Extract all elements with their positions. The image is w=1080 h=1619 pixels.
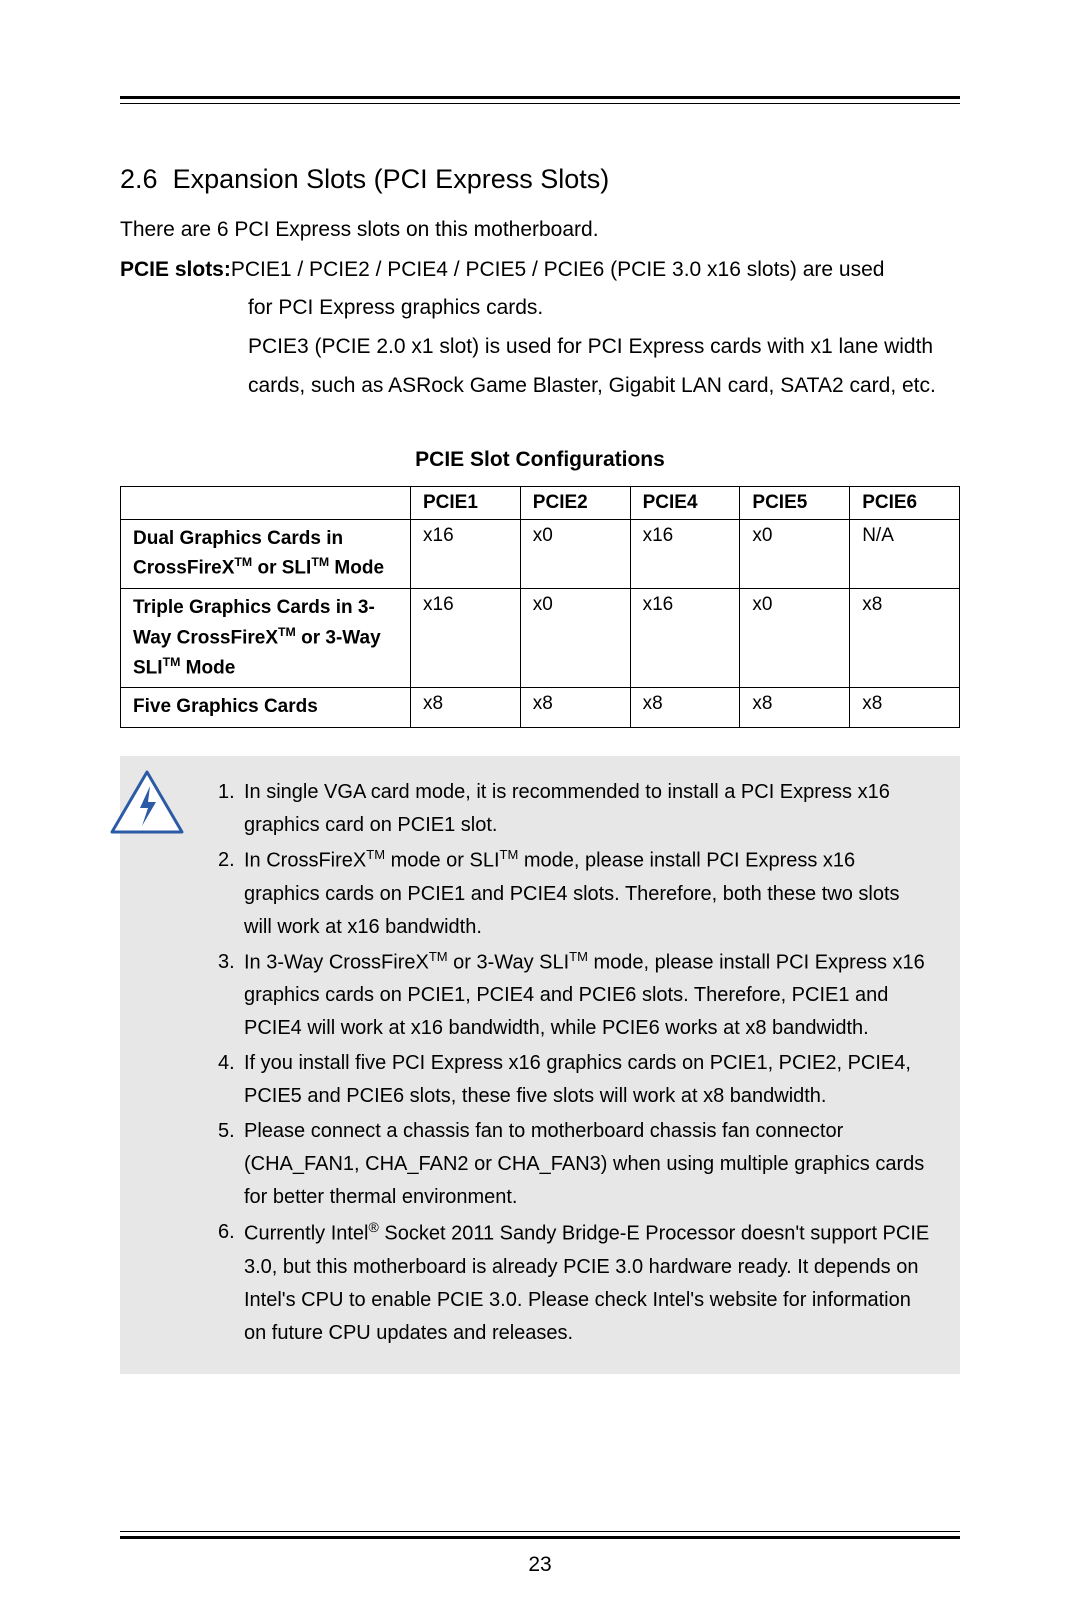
table-cell: x0 <box>520 519 630 588</box>
pcie-slots-paragraph: PCIE slots:PCIE1 / PCIE2 / PCIE4 / PCIE5… <box>120 251 960 290</box>
table-cell: x16 <box>630 519 740 588</box>
section-heading: 2.6 Expansion Slots (PCI Express Slots) <box>120 164 960 195</box>
table-cell: x8 <box>740 688 850 728</box>
bottom-rule <box>120 1531 960 1539</box>
table-header-row: PCIE1 PCIE2 PCIE4 PCIE5 PCIE6 <box>121 486 960 519</box>
table-cell: x0 <box>520 589 630 688</box>
intro-text: There are 6 PCI Express slots on this mo… <box>120 213 960 247</box>
list-item: 6.Currently Intel® Socket 2011 Sandy Bri… <box>218 1216 932 1350</box>
note-text: Currently Intel® Socket 2011 Sandy Bridg… <box>244 1216 932 1350</box>
top-rule <box>120 96 960 104</box>
table-cell: x16 <box>630 589 740 688</box>
row-label: Dual Graphics Cards in CrossFireXTM or S… <box>121 519 411 588</box>
table-cell: x8 <box>850 688 960 728</box>
col-pcie5: PCIE5 <box>740 486 850 519</box>
pcie-line3: PCIE3 (PCIE 2.0 x1 slot) is used for PCI… <box>248 328 960 406</box>
page-number: 23 <box>0 1553 1080 1577</box>
table-cell: x0 <box>740 519 850 588</box>
table-row: Five Graphics Cardsx8x8x8x8x8 <box>121 688 960 728</box>
note-number: 4. <box>218 1047 244 1113</box>
note-text: Please connect a chassis fan to motherbo… <box>244 1115 932 1214</box>
note-text: In single VGA card mode, it is recommend… <box>244 776 932 842</box>
section-number: 2.6 <box>120 164 158 194</box>
list-item: 3.In 3-Way CrossFireXTM or 3-Way SLITM m… <box>218 946 932 1046</box>
list-item: 1.In single VGA card mode, it is recomme… <box>218 776 932 842</box>
pcie-config-table: PCIE1 PCIE2 PCIE4 PCIE5 PCIE6 Dual Graph… <box>120 486 960 728</box>
note-text: In 3-Way CrossFireXTM or 3-Way SLITM mod… <box>244 946 932 1046</box>
table-cell: x16 <box>411 589 521 688</box>
table-cell: x8 <box>411 688 521 728</box>
table-title: PCIE Slot Configurations <box>120 448 960 472</box>
note-number: 3. <box>218 946 244 1046</box>
pcie-line2: for PCI Express graphics cards. <box>248 289 960 328</box>
note-number: 1. <box>218 776 244 842</box>
list-item: 4.If you install five PCI Express x16 gr… <box>218 1047 932 1113</box>
note-text: If you install five PCI Express x16 grap… <box>244 1047 932 1113</box>
pcie-line1: PCIE1 / PCIE2 / PCIE4 / PCIE5 / PCIE6 (P… <box>231 258 885 281</box>
row-label: Five Graphics Cards <box>121 688 411 728</box>
notes-list: 1.In single VGA card mode, it is recomme… <box>218 776 932 1352</box>
note-text: In CrossFireXTM mode or SLITM mode, plea… <box>244 844 932 944</box>
table-cell: x8 <box>850 589 960 688</box>
table-body: Dual Graphics Cards in CrossFireXTM or S… <box>121 519 960 727</box>
list-item: 2.In CrossFireXTM mode or SLITM mode, pl… <box>218 844 932 944</box>
note-number: 2. <box>218 844 244 944</box>
lightning-icon <box>108 768 200 1352</box>
note-number: 5. <box>218 1115 244 1214</box>
pcie-indent-block: for PCI Express graphics cards. PCIE3 (P… <box>248 289 960 406</box>
list-item: 5.Please connect a chassis fan to mother… <box>218 1115 932 1214</box>
pcie-slots-label: PCIE slots: <box>120 258 231 281</box>
row-label: Triple Graphics Cards in 3-Way CrossFire… <box>121 589 411 688</box>
table-cell: x0 <box>740 589 850 688</box>
section-title-text: Expansion Slots (PCI Express Slots) <box>173 164 610 194</box>
table-cell: x8 <box>520 688 630 728</box>
table-row: Dual Graphics Cards in CrossFireXTM or S… <box>121 519 960 588</box>
table-cell: x8 <box>630 688 740 728</box>
notes-box: 1.In single VGA card mode, it is recomme… <box>120 756 960 1374</box>
col-empty <box>121 486 411 519</box>
table-cell: N/A <box>850 519 960 588</box>
col-pcie1: PCIE1 <box>411 486 521 519</box>
note-number: 6. <box>218 1216 244 1350</box>
table-cell: x16 <box>411 519 521 588</box>
col-pcie4: PCIE4 <box>630 486 740 519</box>
col-pcie2: PCIE2 <box>520 486 630 519</box>
col-pcie6: PCIE6 <box>850 486 960 519</box>
table-row: Triple Graphics Cards in 3-Way CrossFire… <box>121 589 960 688</box>
